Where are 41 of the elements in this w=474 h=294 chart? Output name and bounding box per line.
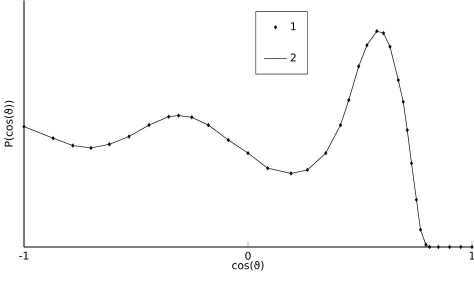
x-axis-title: cos(ϑ) — [232, 260, 264, 271]
point — [71, 144, 74, 148]
point — [459, 244, 462, 249]
point — [428, 244, 432, 249]
point — [448, 244, 452, 249]
point — [406, 128, 409, 132]
point — [396, 78, 400, 82]
point — [108, 142, 111, 146]
point — [89, 146, 93, 150]
point — [418, 228, 422, 232]
point — [52, 136, 55, 140]
y-axis-title: P(cos(ϑ)) — [4, 100, 14, 146]
point — [167, 114, 170, 119]
x-tick-label: 1 — [470, 252, 474, 260]
legend-label: 1 — [291, 22, 296, 30]
point — [365, 43, 369, 48]
point — [226, 138, 230, 142]
point — [414, 198, 418, 202]
point — [388, 44, 392, 49]
point — [266, 166, 270, 170]
point — [436, 244, 440, 249]
point — [324, 151, 328, 156]
point — [289, 171, 293, 176]
legend-label: 2 — [290, 53, 296, 62]
point — [190, 115, 194, 120]
point — [206, 123, 210, 128]
point — [338, 123, 342, 128]
point — [424, 242, 428, 247]
x-tick-label: -1 — [19, 252, 28, 260]
point — [306, 168, 309, 172]
point — [176, 114, 180, 118]
point — [127, 134, 131, 139]
point — [246, 151, 250, 156]
point — [410, 161, 414, 166]
point — [382, 31, 386, 36]
point — [375, 29, 378, 34]
point — [147, 123, 151, 128]
x-tick-label: 0 — [245, 252, 251, 260]
point — [347, 98, 350, 102]
point — [402, 100, 405, 104]
point — [357, 64, 360, 68]
